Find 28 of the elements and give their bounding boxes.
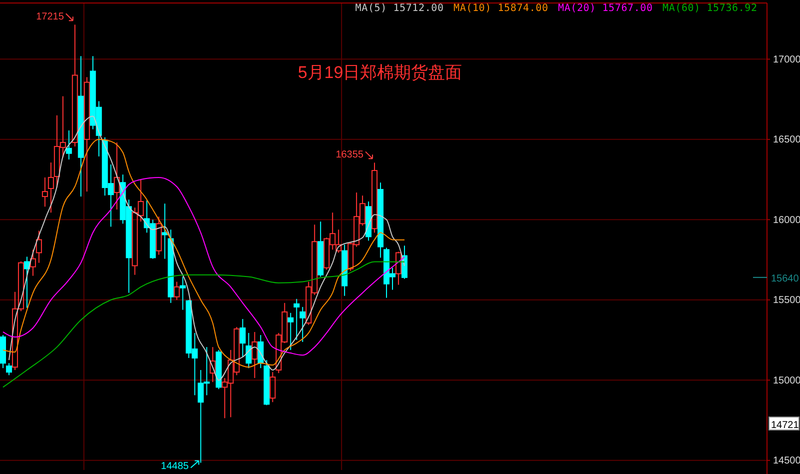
text: MA(20) 15767.00	[558, 3, 652, 14]
text: 14721	[771, 420, 800, 431]
candlestick	[168, 229, 174, 304]
text: 15640	[771, 273, 800, 284]
candlestick	[24, 256, 30, 308]
candlestick	[300, 306, 306, 342]
candlestick	[42, 176, 48, 208]
text: MA(10) 15874.00	[454, 3, 548, 14]
candlestick	[180, 276, 186, 310]
annotation: 17215	[36, 12, 64, 23]
candlestick	[288, 312, 294, 350]
text: 5月19日郑棉期货盘面	[298, 63, 462, 82]
candlestick	[48, 162, 54, 214]
candlestick	[114, 142, 120, 210]
text: MA(60) 15736.92	[662, 3, 757, 14]
candlestick	[252, 331, 258, 379]
candlestick	[78, 56, 84, 198]
annotation: 14485	[160, 460, 190, 472]
candlestick	[66, 130, 72, 160]
annotation: 16355	[336, 150, 364, 161]
candlestick	[30, 249, 36, 276]
candlestick	[342, 244, 348, 296]
candlestick	[378, 182, 384, 258]
candlestick	[84, 76, 90, 192]
candlestick	[240, 318, 246, 358]
candlestick	[210, 346, 216, 383]
text: MA(5) 15712.00	[355, 3, 444, 14]
candlestick	[294, 298, 300, 341]
